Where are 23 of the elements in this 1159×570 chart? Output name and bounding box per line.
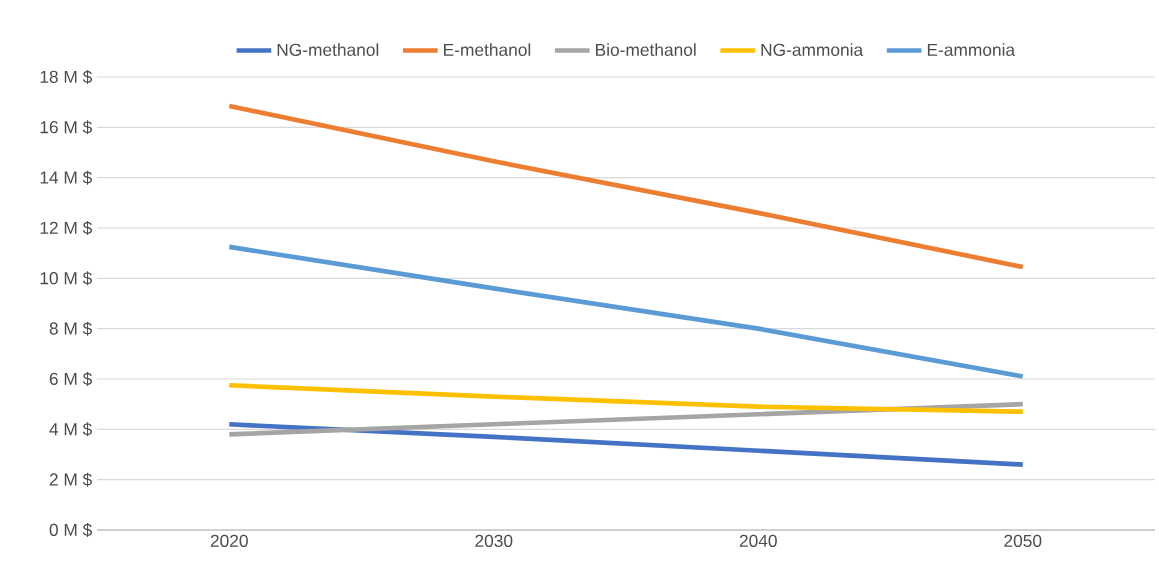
y-tick-label: 8 M $ <box>49 321 93 336</box>
legend-label: Bio-methanol <box>596 43 696 56</box>
line-series <box>226 401 1026 437</box>
x-tick-label: 2050 <box>1004 534 1042 547</box>
x-tick-label: 2040 <box>739 534 777 547</box>
x-tick-label: 2030 <box>475 534 513 547</box>
y-tick-label: 16 M $ <box>40 120 93 135</box>
legend-label: E-ammonia <box>927 43 1016 56</box>
line-series <box>226 382 1026 415</box>
line-series <box>226 244 1026 379</box>
legend-label: E-methanol <box>444 43 531 56</box>
y-tick-label: 6 M $ <box>49 371 93 386</box>
y-tick-label: 10 M $ <box>40 271 93 286</box>
y-tick-label: 4 M $ <box>49 422 93 437</box>
y-tick-label: 18 M $ <box>40 69 93 84</box>
legend-label: NG-ammonia <box>761 43 864 56</box>
x-tick-label: 2020 <box>210 534 248 547</box>
line-series <box>226 103 1026 270</box>
legend-label: NG-methanol <box>277 43 379 56</box>
y-tick-label: 0 M $ <box>49 522 93 537</box>
y-tick-label: 12 M $ <box>40 220 93 235</box>
y-tick-label: 14 M $ <box>40 170 93 185</box>
y-tick-label: 2 M $ <box>49 472 93 487</box>
